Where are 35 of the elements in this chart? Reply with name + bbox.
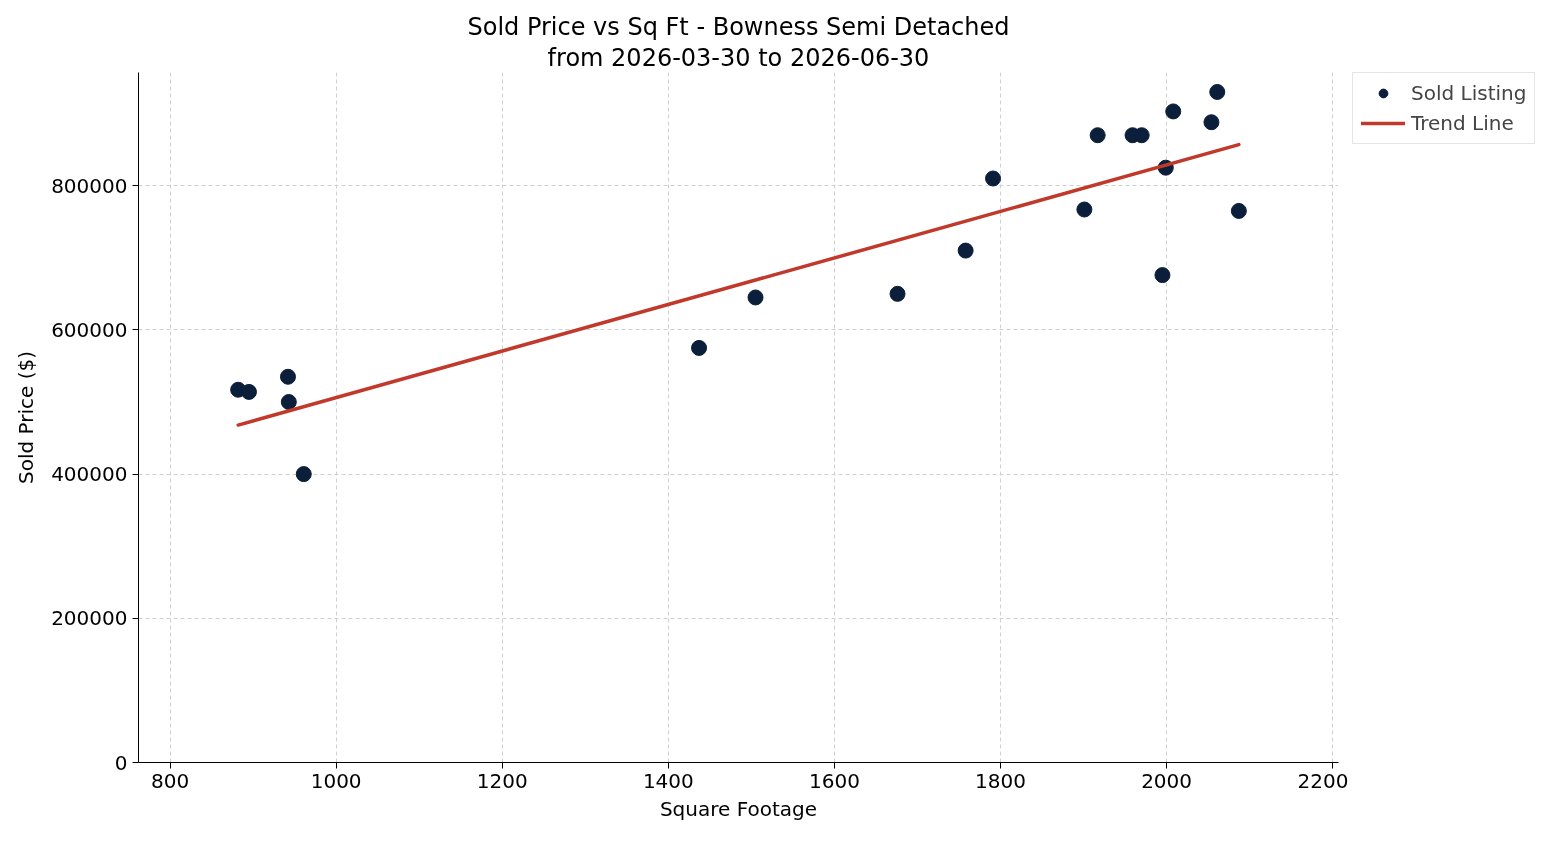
point [240,383,257,400]
legend-label: Sold Listing [1411,81,1527,105]
point [957,242,974,259]
y-tick-label: 400000 [51,462,128,487]
point [691,339,708,356]
point [889,285,906,302]
y-tick-label: 800000 [51,173,128,198]
point [747,289,764,306]
x-tick-label: 1000 [310,768,362,793]
x-tick-label: 1600 [808,768,860,793]
y-tick-label: 0 [114,750,128,775]
x-tick-label: 1400 [642,768,694,793]
point [1165,103,1182,120]
y-tick-label: 600000 [51,317,128,342]
x-axis-title: Square Footage [659,796,818,821]
legend-label: Trend Line [1411,111,1514,135]
y-tick-label: 200000 [51,606,128,631]
point [985,170,1002,187]
point [279,368,296,385]
x-tick-label: 2200 [1297,768,1349,793]
chart-subtitle: from 2026-03-30 to 2026-06-30 [547,43,930,72]
point [1089,127,1106,144]
chart-title: Sold Price vs Sq Ft - Bowness Semi Detached [467,12,1010,41]
x-tick-label: 1200 [476,768,528,793]
x-tick-label: 800 [150,768,190,793]
x-tick-label: 2000 [1141,768,1193,793]
point [1209,83,1226,100]
point [1203,114,1220,131]
y-axis-title: Sold Price ($) [14,350,39,485]
point [295,466,312,483]
point [1230,202,1247,219]
point [280,394,297,410]
x-tick-label: 1800 [975,768,1026,793]
point [1076,201,1093,218]
point [1154,267,1171,284]
